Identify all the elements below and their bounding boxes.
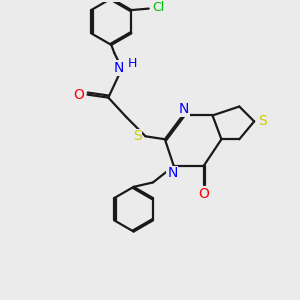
Text: N: N <box>179 102 189 116</box>
Text: O: O <box>198 187 209 201</box>
Text: H: H <box>128 58 137 70</box>
Text: Cl: Cl <box>152 1 164 14</box>
Text: S: S <box>133 129 142 143</box>
Text: N: N <box>167 167 178 181</box>
Text: S: S <box>258 114 267 128</box>
Text: N: N <box>114 61 124 75</box>
Text: O: O <box>74 88 85 102</box>
